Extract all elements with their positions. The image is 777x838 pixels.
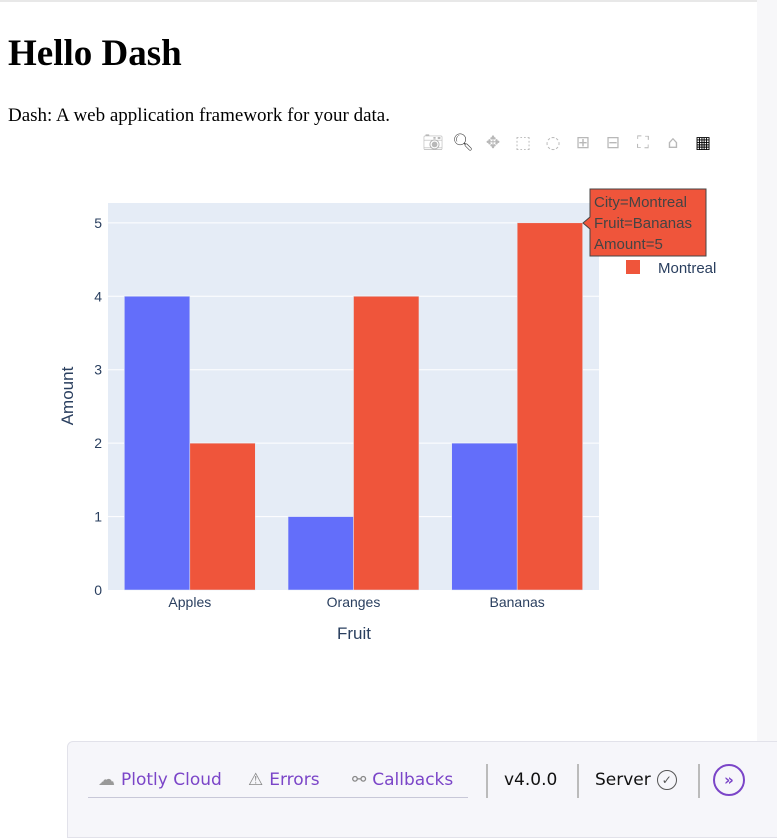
plotly-cloud-label: Plotly Cloud [121,770,222,790]
y-tick-label: 0 [94,582,102,598]
zoom-in-icon[interactable]: ⊞ [575,133,591,153]
bar-chart: 0 1 2 3 4 5 Apples Oranges Bananas Fruit Amount… [58,188,716,643]
server-label: Server [595,770,651,790]
version-label: v4.0.0 [504,770,558,790]
check-circle-icon: ✓ [656,770,677,790]
bar-bananas-0[interactable] [451,442,518,591]
hover-tooltip: City=Montreal Fruit=Bananas Amount=5 [582,188,707,257]
server-status: Server ✓ [595,770,677,790]
zoom-out-icon[interactable]: ⊟ [605,133,621,153]
modebar: 📷︎ 🔍︎ ✥ ⬚ ◌ ⊞ ⊟ ⛶ ⌂ ▦ [418,132,718,154]
y-axis-title: Amount [58,366,77,425]
warning-icon: ⚠ [248,770,264,790]
callback-graph-icon: ⚯ [352,770,367,790]
bar-apples-0[interactable] [124,296,191,591]
tooltip-line: Fruit=Bananas [594,215,692,232]
expand-icon[interactable]: » [713,764,745,796]
divider [486,764,488,798]
errors-label: Errors [269,770,320,790]
errors-button[interactable]: ⚠ Errors [248,770,320,790]
pan-icon[interactable]: ✥ [485,133,501,153]
lasso-icon[interactable]: ◌ [545,133,561,153]
y-tick-label: 2 [94,435,102,451]
plotly-logo-icon[interactable]: ▦ [694,133,712,153]
page-title: Hello Dash [8,33,182,74]
callbacks-label: Callbacks [372,770,454,790]
dash-devtools-footer: ☁ Plotly Cloud ⚠ Errors ⚯ Callbacks v4.0… [67,741,777,838]
y-tick-label: 5 [94,215,102,231]
bar-oranges-0[interactable] [287,516,354,591]
plotly-cloud-button[interactable]: ☁ Plotly Cloud [98,770,222,790]
bar-oranges-1[interactable] [353,296,420,591]
top-border [0,0,777,2]
y-tick-label: 4 [94,288,102,304]
tab-underline [88,797,468,798]
autoscale-icon[interactable]: ⛶ [637,133,649,153]
divider [698,764,700,798]
page-subtitle: Dash: A web application framework for yo… [8,105,390,126]
y-tick-label: 1 [94,509,102,525]
tooltip-line: Amount=5 [594,236,663,253]
callbacks-button[interactable]: ⚯ Callbacks [352,770,453,790]
scrollbar-track[interactable] [757,0,777,836]
y-tick-label: 3 [94,362,102,378]
x-tick-label: Bananas [490,594,545,610]
reset-axes-icon[interactable]: ⌂ [667,133,679,153]
tooltip-line: City=Montreal [594,194,687,211]
bar-apples-1[interactable] [189,442,256,591]
bar-bananas-1[interactable] [516,222,583,591]
legend-swatch-montreal[interactable] [626,260,640,274]
cloud-off-icon: ☁ [98,770,115,790]
x-tick-label: Oranges [327,594,381,610]
x-axis-title: Fruit [337,624,371,643]
legend: Montreal [626,260,716,277]
camera-icon[interactable]: 📷︎ [422,133,444,153]
box-select-icon[interactable]: ⬚ [514,133,532,153]
legend-label-montreal[interactable]: Montreal [658,260,716,277]
divider [577,764,579,798]
x-tick-label: Apples [168,594,211,610]
zoom-icon[interactable]: 🔍︎ [452,133,474,153]
